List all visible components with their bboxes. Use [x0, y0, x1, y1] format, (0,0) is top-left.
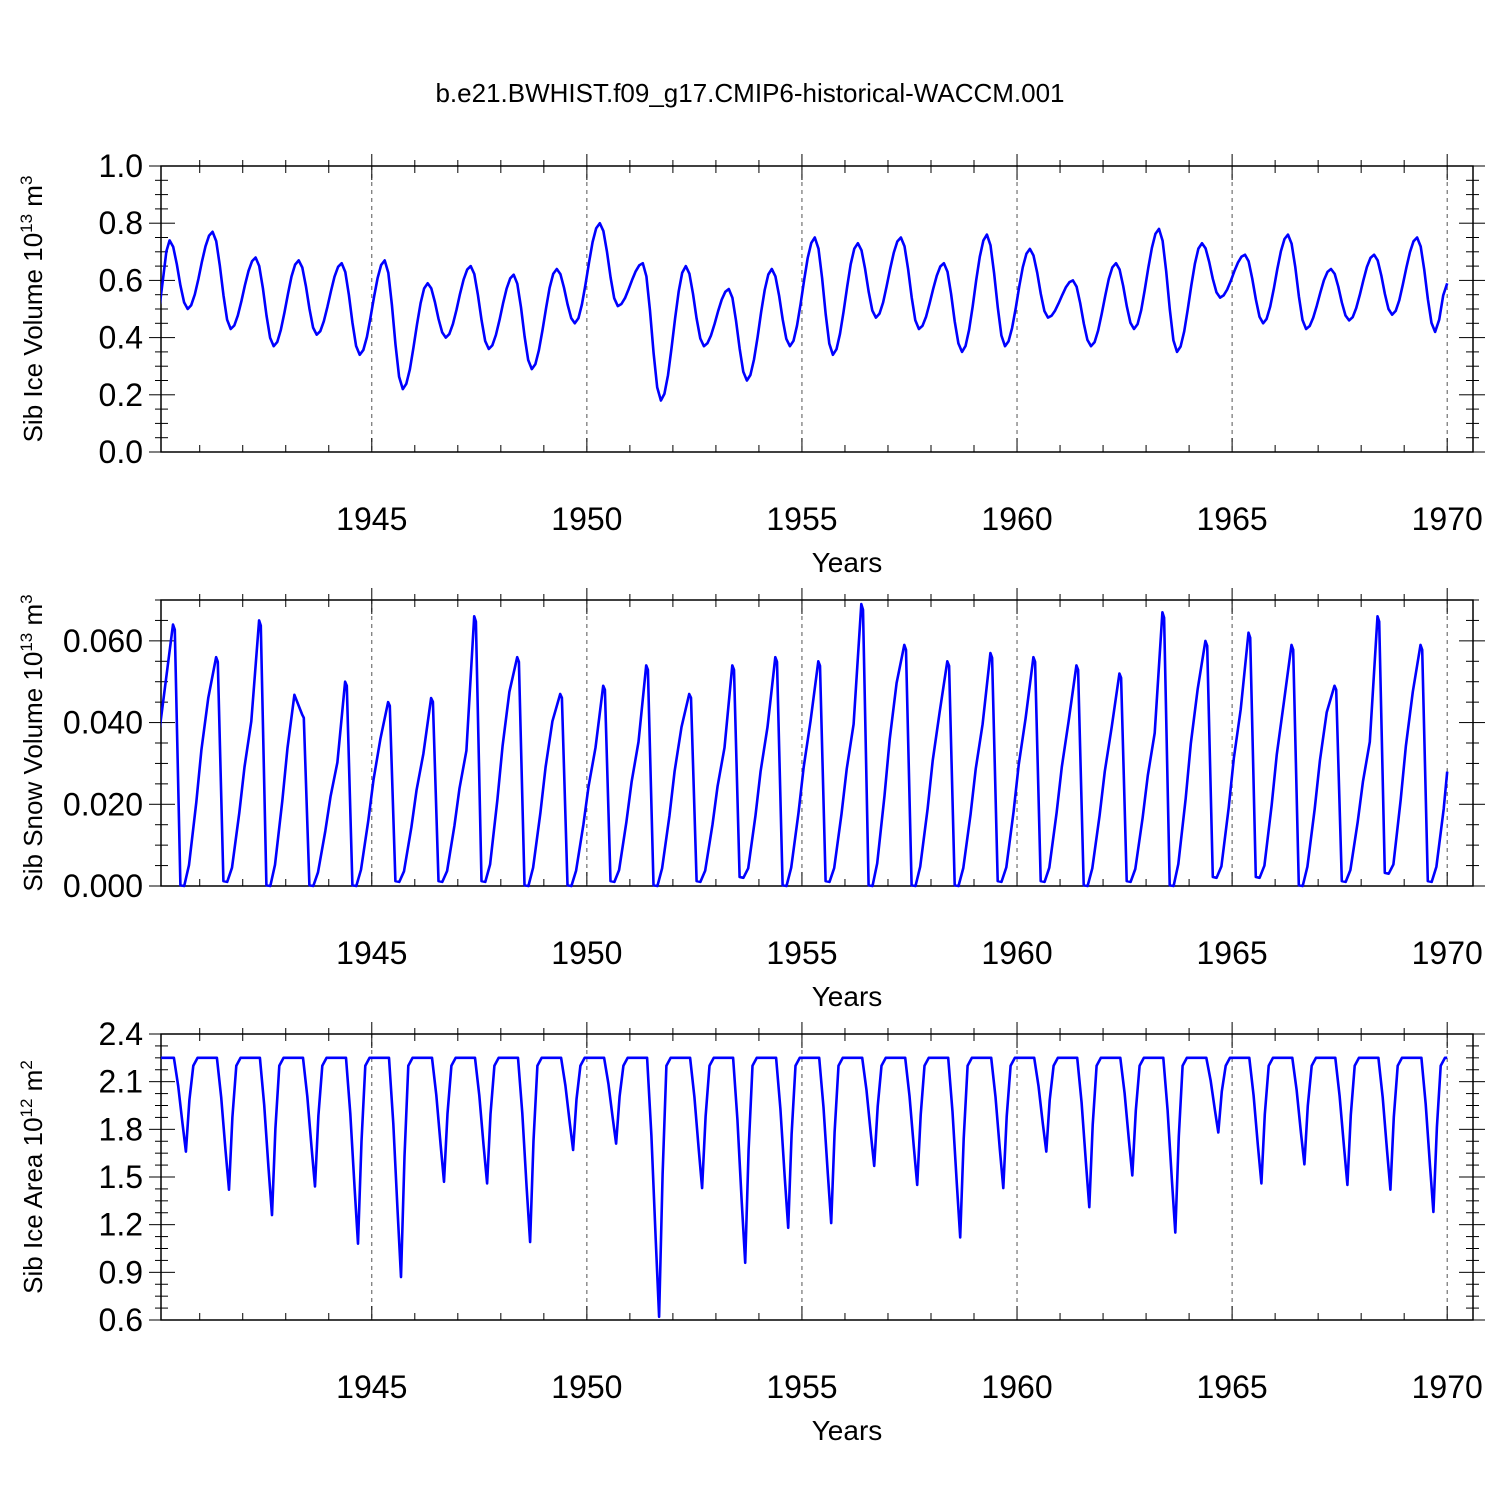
x-tick-label: 1965	[1197, 501, 1268, 537]
y-tick-label: 2.4	[99, 1016, 143, 1052]
y-tick-label: 1.5	[99, 1159, 143, 1195]
series-line	[161, 1056, 1448, 1319]
y-tick-label: 0.8	[99, 205, 143, 241]
series-line	[161, 602, 1449, 888]
y-tick-label: 0.2	[99, 377, 143, 413]
y-tick-label: 0.6	[99, 1302, 143, 1338]
y-tick-label: 0.6	[99, 262, 143, 298]
chart-panel-3: 0.6 0.9 1.2 1.5 1.8 2.1 2.4 1945 1950 1955 1960 196…	[17, 1016, 1485, 1446]
series-line	[161, 221, 1449, 402]
y-axis-label: Sib Snow Volume 1013 m3	[17, 594, 48, 891]
plot-frame	[160, 1033, 1474, 1321]
x-tick-label: 1945	[336, 935, 407, 971]
x-axis-label: Years	[812, 981, 883, 1012]
x-tick-label: 1955	[766, 935, 837, 971]
y-tick-label: 0.060	[63, 623, 143, 659]
x-tick-label: 1950	[551, 1369, 622, 1405]
y-tick-label: 1.8	[99, 1111, 143, 1147]
x-tick-label: 1970	[1412, 1369, 1483, 1405]
chart-panel-2: 0.000 0.020 0.040 0.060 1945 1950 1955 1960 1965…	[17, 588, 1485, 1012]
chart-title: b.e21.BWHIST.f09_g17.CMIP6-historical-WA…	[435, 78, 1064, 108]
plot-frame	[160, 165, 1474, 453]
y-tick-label: 1.2	[99, 1207, 143, 1243]
x-tick-label: 1955	[766, 501, 837, 537]
y-tick-label: 0.9	[99, 1254, 143, 1290]
x-tick-label: 1960	[981, 1369, 1052, 1405]
x-axis-label: Years	[812, 547, 883, 578]
x-tick-label: 1955	[766, 1369, 837, 1405]
plot-frame	[160, 599, 1474, 887]
y-tick-label: 1.0	[99, 148, 143, 184]
x-tick-label: 1965	[1197, 1369, 1268, 1405]
y-tick-label: 2.1	[99, 1064, 143, 1100]
x-tick-label: 1950	[551, 935, 622, 971]
y-tick-label: 0.040	[63, 705, 143, 741]
x-tick-label: 1970	[1412, 935, 1483, 971]
x-tick-label: 1960	[981, 501, 1052, 537]
x-axis-label: Years	[812, 1415, 883, 1446]
x-tick-label: 1965	[1197, 935, 1268, 971]
x-tick-label: 1945	[336, 1369, 407, 1405]
y-tick-label: 0.4	[99, 320, 143, 356]
y-tick-label: 0.000	[63, 868, 143, 904]
y-tick-label: 0.0	[99, 434, 143, 470]
y-axis-label: Sib Ice Area 1012 m2	[17, 1060, 48, 1294]
x-tick-label: 1950	[551, 501, 622, 537]
x-tick-label: 1945	[336, 501, 407, 537]
x-tick-label: 1960	[981, 935, 1052, 971]
chart-panel-1: 0.0 0.2 0.4 0.6 0.8 1.0 1945 1950 1955 1960 1965 19…	[17, 148, 1485, 578]
y-axis-label: Sib Ice Volume 1013 m3	[17, 176, 48, 443]
x-tick-label: 1970	[1412, 501, 1483, 537]
y-tick-label: 0.020	[63, 786, 143, 822]
